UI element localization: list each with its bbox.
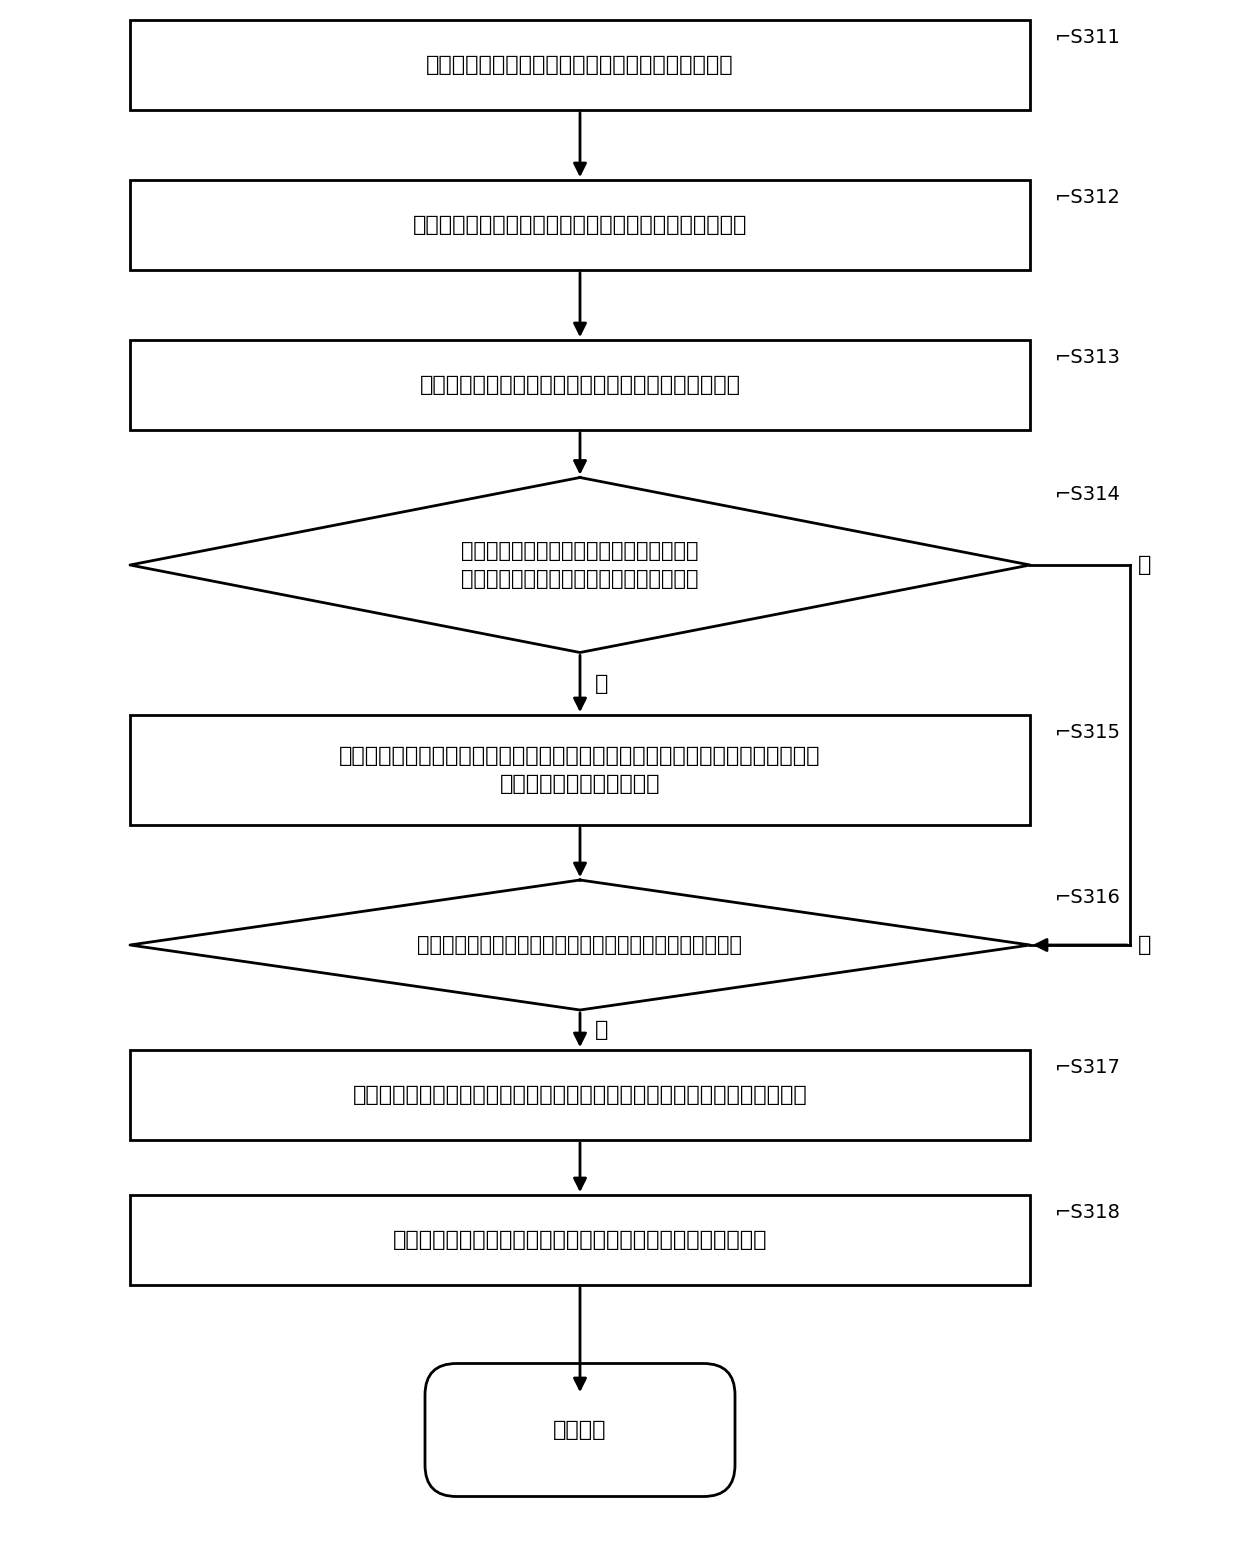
FancyBboxPatch shape [130,20,1030,109]
Text: 流程结束: 流程结束 [553,1421,606,1440]
Text: ⌐S312: ⌐S312 [1055,188,1121,206]
Polygon shape [130,478,1030,652]
Text: ⌐S316: ⌐S316 [1055,888,1121,907]
Text: ⌐S315: ⌐S315 [1055,724,1121,742]
Text: 否: 否 [1138,935,1152,955]
Text: 否: 否 [1138,555,1152,575]
Text: ⌐S314: ⌐S314 [1055,486,1121,505]
Text: 针对划分得到的路段，判断该路段是否还包含有中间形状点: 针对划分得到的路段，判断该路段是否还包含有中间形状点 [418,935,743,955]
Text: ⌐S317: ⌐S317 [1055,1058,1121,1077]
Text: 确定道路的原始形状点集合中首尾形状点组成的直线: 确定道路的原始形状点集合中首尾形状点组成的直线 [427,55,734,75]
Text: 选择到首尾形状点组成的直线的距离最大的中间形状点: 选择到首尾形状点组成的直线的距离最大的中间形状点 [419,375,740,395]
Text: 是: 是 [595,1021,609,1039]
Text: ⌐S313: ⌐S313 [1055,349,1121,367]
FancyBboxPatch shape [130,1196,1030,1285]
FancyBboxPatch shape [425,1363,735,1496]
FancyBboxPatch shape [130,341,1030,430]
Text: ⌐S311: ⌐S311 [1055,28,1121,47]
FancyBboxPatch shape [130,180,1030,270]
Text: 分别确定每一中间形状点到首尾形状点组成的直线的距离: 分别确定每一中间形状点到首尾形状点组成的直线的距离 [413,216,748,234]
Text: 选择到路段的首尾形状点确定出的直线的距离最大的中间形状点: 选择到路段的首尾形状点确定出的直线的距离最大的中间形状点 [393,1230,768,1250]
FancyBboxPatch shape [130,714,1030,825]
Text: 是: 是 [595,674,609,694]
Text: 将选择出的中间形状点添加至目标形状点集合中，并以该选择出的中间形状点为界
，将原道路划分为两条路段: 将选择出的中间形状点添加至目标形状点集合中，并以该选择出的中间形状点为界 ，将原… [340,746,821,794]
Text: ⌐S318: ⌐S318 [1055,1204,1121,1222]
Polygon shape [130,880,1030,1010]
Text: 判断选择出的中间形状点到首尾形状点组成
的直线的距离是否大于等于预设的距离阈值: 判断选择出的中间形状点到首尾形状点组成 的直线的距离是否大于等于预设的距离阈值 [461,541,699,589]
Text: 分别确定路段上的每一中间形状点到该路段的首尾形状点确定出的直线的距离: 分别确定路段上的每一中间形状点到该路段的首尾形状点确定出的直线的距离 [352,1085,807,1105]
FancyBboxPatch shape [130,1050,1030,1139]
